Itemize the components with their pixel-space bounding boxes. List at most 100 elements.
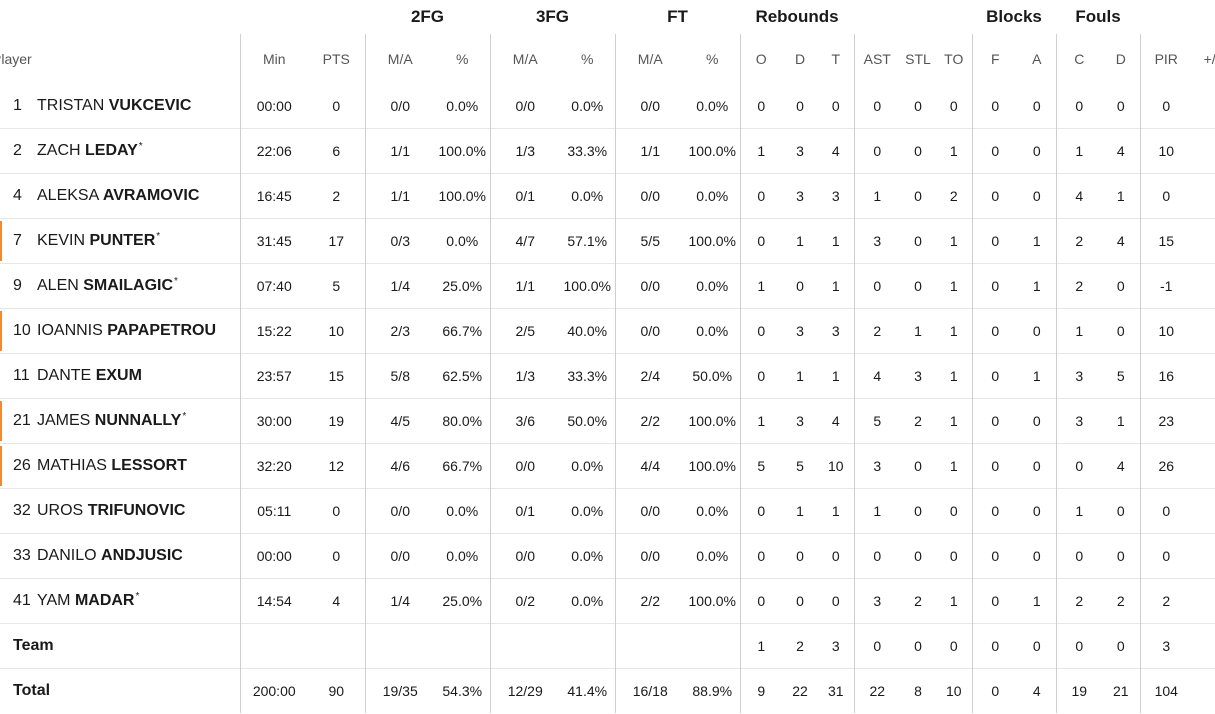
cell-ft-ma: 0/0: [614, 263, 685, 309]
cell-reb-d: 3: [782, 173, 818, 219]
player-cell[interactable]: 9 ALEN SMAILAGIC*: [0, 263, 240, 309]
group-2fg: 2FG: [410, 7, 445, 26]
player-row[interactable]: 32 UROS TRIFUNOVIC 05:11 0 0/0 0.0% 0/1 0.0% 0/0…: [0, 488, 1215, 534]
col-foul-d[interactable]: D: [1115, 51, 1126, 67]
player-last-name[interactable]: PUNTER: [89, 232, 156, 249]
cell-plus-minus: [1192, 218, 1215, 264]
player-cell[interactable]: 2 ZACH LEDAY*: [0, 128, 240, 174]
cell-ft-ma: 0/0: [614, 308, 685, 354]
col-3fg-pct[interactable]: %: [581, 51, 594, 67]
col-stl[interactable]: STL: [905, 51, 931, 67]
cell-blk-f: 0: [971, 623, 1018, 669]
player-first-name[interactable]: YAM: [37, 592, 71, 609]
player-first-name[interactable]: JAMES: [37, 412, 91, 429]
cell-stl: 0: [900, 263, 936, 309]
cell-blk-a: 0: [1018, 398, 1056, 444]
player-cell[interactable]: 26 MATHIAS LESSORT: [0, 443, 240, 489]
col-2fg-ma[interactable]: M/A: [364, 34, 435, 84]
col-ast[interactable]: AST: [853, 34, 900, 84]
player-first-name[interactable]: DANILO: [37, 547, 97, 564]
starter-marker: *: [156, 231, 161, 242]
player-row[interactable]: 10 IOANNIS PAPAPETROU 15:22 10 2/3 66.7% 2/5 40…: [0, 308, 1215, 354]
player-cell[interactable]: 7 KEVIN PUNTER*: [0, 218, 240, 264]
player-row[interactable]: 11 DANTE EXUM 23:57 15 5/8 62.5% 1/3 33.3% 2/4 50…: [0, 353, 1215, 399]
player-first-name[interactable]: MATHIAS: [37, 457, 107, 474]
cell-ast: 0: [853, 84, 900, 129]
cell-ast: 3: [853, 578, 900, 624]
cell-2fg-ma: 0/0: [364, 533, 435, 579]
player-last-name[interactable]: ANDJUSIC: [101, 547, 183, 564]
col-ft-pct[interactable]: %: [706, 51, 719, 67]
col-min[interactable]: Min: [239, 34, 308, 84]
player-last-name[interactable]: TRIFUNOVIC: [87, 502, 186, 519]
team-row: Team 1 2 3 0 0 0 0 0 0 0 3: [0, 623, 1215, 669]
player-first-name[interactable]: KEVIN: [37, 232, 86, 249]
player-first-name[interactable]: ZACH: [37, 142, 81, 159]
player-cell[interactable]: 21 JAMES NUNNALLY*: [0, 398, 240, 444]
col-plus-minus[interactable]: +/-: [1203, 51, 1215, 67]
cell-stl: 0: [900, 443, 936, 489]
cell-2fg-ma: 0/3: [364, 218, 435, 264]
player-row[interactable]: 26 MATHIAS LESSORT 32:20 12 4/6 66.7% 0/0 0.0% 4…: [0, 443, 1215, 489]
player-row[interactable]: 2 ZACH LEDAY* 22:06 6 1/1 100.0% 1/3 33.3% 1/1 10…: [0, 128, 1215, 174]
col-pir[interactable]: PIR: [1139, 34, 1192, 84]
player-cell[interactable]: 11 DANTE EXUM: [0, 353, 240, 399]
cell-reb-o: 0: [739, 308, 782, 354]
player-row[interactable]: 1 TRISTAN VUKCEVIC 00:00 0 0/0 0.0% 0/0 0.0% 0/0…: [0, 84, 1215, 129]
player-cell[interactable]: 4 ALEKSA AVRAMOVIC: [0, 173, 240, 219]
player-cell[interactable]: 41 YAM MADAR*: [0, 578, 240, 624]
cell-foul-d: 2: [1102, 578, 1140, 624]
cell-foul-c: 1: [1055, 488, 1102, 534]
player-last-name[interactable]: SMAILAGIC: [83, 277, 174, 294]
player-cell[interactable]: 10 IOANNIS PAPAPETROU: [0, 308, 240, 354]
player-cell[interactable]: 1 TRISTAN VUKCEVIC: [0, 84, 240, 129]
cell-pir: 10: [1139, 308, 1192, 354]
col-reb-t[interactable]: T: [831, 51, 841, 67]
col-blk-a[interactable]: A: [1032, 51, 1042, 67]
col-ft-ma[interactable]: M/A: [614, 34, 685, 84]
cell-foul-c: 0: [1055, 533, 1102, 579]
cell-3fg-pct: 100.0%: [560, 263, 615, 309]
col-reb-d[interactable]: D: [794, 51, 806, 67]
player-first-name[interactable]: UROS: [37, 502, 84, 519]
player-last-name[interactable]: VUKCEVIC: [108, 97, 192, 114]
col-3fg-ma[interactable]: M/A: [489, 34, 560, 84]
player-last-name[interactable]: MADAR: [74, 592, 135, 609]
player-last-name[interactable]: AVRAMOVIC: [102, 187, 200, 204]
player-first-name[interactable]: ALEKSA: [37, 187, 99, 204]
player-first-name[interactable]: DANTE: [37, 367, 92, 384]
col-pts[interactable]: PTS: [322, 51, 350, 67]
col-2fg-pct[interactable]: %: [456, 51, 469, 67]
cell-reb-d: 3: [782, 308, 818, 354]
col-foul-c[interactable]: C: [1055, 34, 1102, 84]
player-row[interactable]: 41 YAM MADAR* 14:54 4 1/4 25.0% 0/2 0.0% 2/2 100.…: [0, 578, 1215, 624]
cell-ft-ma: 1/1: [614, 128, 685, 174]
cell-3fg-ma: 12/29: [489, 668, 560, 713]
col-reb-o[interactable]: O: [739, 34, 782, 84]
player-row[interactable]: 21 JAMES NUNNALLY* 30:00 19 4/5 80.0% 3/6 50.0%…: [0, 398, 1215, 444]
col-blk-f[interactable]: F: [971, 34, 1018, 84]
cell-blk-f: 0: [971, 308, 1018, 354]
cell-ft-ma: 16/18: [614, 668, 685, 713]
player-first-name[interactable]: ALEN: [37, 277, 79, 294]
cell-foul-c: 3: [1055, 353, 1102, 399]
player-row[interactable]: 4 ALEKSA AVRAMOVIC 16:45 2 1/1 100.0% 0/1 0.0% 0…: [0, 173, 1215, 219]
cell-min: 14:54: [239, 578, 308, 624]
player-first-name[interactable]: IOANNIS: [37, 322, 103, 339]
player-row[interactable]: 9 ALEN SMAILAGIC* 07:40 5 1/4 25.0% 1/1 100.0% 0…: [0, 263, 1215, 309]
player-cell[interactable]: 32 UROS TRIFUNOVIC: [0, 488, 240, 534]
cell-3fg-pct: 33.3%: [560, 353, 615, 399]
cell-ft-pct: 100.0%: [685, 218, 740, 264]
player-last-name[interactable]: PAPAPETROU: [107, 322, 216, 339]
col-player[interactable]: Player: [0, 51, 32, 67]
col-to[interactable]: TO: [944, 51, 964, 67]
player-last-name[interactable]: EXUM: [95, 367, 142, 384]
player-last-name[interactable]: LEDAY: [85, 142, 138, 159]
player-row[interactable]: 7 KEVIN PUNTER* 31:45 17 0/3 0.0% 4/7 57.1% 5/5 1…: [0, 218, 1215, 264]
player-last-name[interactable]: LESSORT: [111, 457, 187, 474]
player-last-name[interactable]: NUNNALLY: [94, 412, 182, 429]
player-cell[interactable]: 33 DANILO ANDJUSIC: [0, 533, 240, 579]
player-row[interactable]: 33 DANILO ANDJUSIC 00:00 0 0/0 0.0% 0/0 0.0% 0/0…: [0, 533, 1215, 579]
cell-reb-t: 3: [818, 173, 854, 219]
player-first-name[interactable]: TRISTAN: [37, 97, 105, 114]
